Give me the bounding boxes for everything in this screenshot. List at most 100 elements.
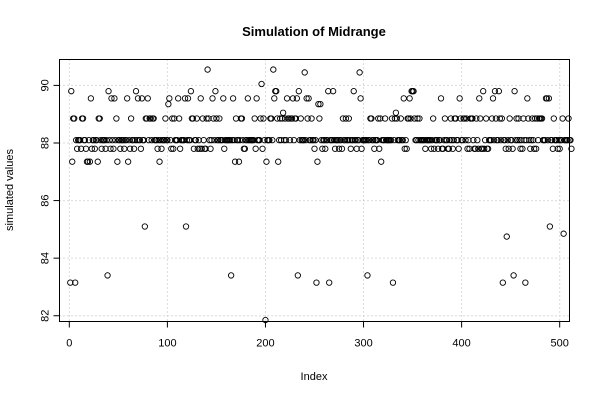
data-point (341, 136, 349, 144)
data-point (415, 136, 422, 144)
data-point (567, 136, 574, 144)
data-point (274, 115, 281, 122)
data-point (464, 145, 471, 152)
data-point (229, 95, 237, 102)
data-point (319, 145, 326, 152)
data-point (106, 136, 113, 144)
data-point (170, 145, 177, 152)
data-point (137, 145, 145, 152)
data-point (266, 136, 273, 144)
data-point (456, 95, 463, 102)
data-point (337, 136, 345, 144)
y-axis-label: simulated values (4, 149, 16, 231)
data-point (294, 272, 301, 279)
data-point (260, 115, 267, 122)
data-point (318, 136, 325, 144)
data-point (278, 115, 286, 122)
data-point (371, 145, 378, 152)
data-point (276, 136, 283, 144)
data-point (190, 145, 198, 152)
data-point (295, 88, 302, 95)
data-point (231, 158, 239, 165)
data-point (198, 145, 205, 152)
data-point (277, 136, 285, 144)
data-point (381, 115, 389, 122)
y-axis: 82 84 86 88 90 (40, 79, 60, 322)
data-point (203, 115, 210, 122)
data-point (484, 145, 492, 152)
data-point (169, 115, 176, 122)
data-point (532, 115, 539, 122)
data-point (138, 95, 146, 102)
data-point (91, 145, 98, 152)
data-point (161, 136, 168, 144)
data-point (517, 145, 524, 152)
data-point (129, 136, 137, 144)
data-point (330, 136, 338, 144)
data-point (414, 115, 421, 122)
data-point (219, 136, 226, 144)
data-point (275, 158, 282, 165)
data-point (476, 95, 483, 102)
data-point (459, 136, 466, 144)
data-point (285, 115, 293, 122)
data-point (67, 279, 74, 286)
data-point (216, 115, 223, 122)
data-point (325, 88, 332, 95)
data-point (338, 145, 346, 152)
data-point (416, 115, 423, 122)
data-point (505, 145, 512, 152)
data-point (104, 272, 111, 279)
data-point (93, 136, 100, 144)
data-point (429, 136, 436, 144)
data-point (313, 279, 320, 286)
data-point (196, 145, 203, 152)
data-point (503, 233, 510, 240)
data-point (405, 115, 412, 122)
data-point (475, 145, 482, 152)
data-point (174, 136, 181, 144)
data-point (393, 115, 401, 122)
data-point (134, 95, 142, 102)
data-point (461, 115, 468, 122)
data-point (526, 136, 533, 144)
data-point (220, 95, 227, 102)
data-point (257, 115, 264, 122)
data-point (531, 145, 538, 152)
data-point (208, 136, 215, 144)
y-tick-label: 90 (40, 79, 52, 91)
data-point (390, 136, 398, 144)
data-point (116, 136, 123, 144)
data-point (316, 115, 323, 122)
data-point (184, 95, 192, 102)
data-point (101, 136, 108, 144)
data-point (402, 136, 409, 144)
data-point (353, 145, 360, 152)
data-point (472, 145, 479, 152)
data-point (98, 145, 105, 152)
data-point (79, 115, 87, 122)
data-point (121, 145, 128, 152)
data-point (446, 136, 453, 144)
data-point (277, 115, 284, 122)
data-point (297, 115, 304, 122)
data-point (506, 115, 513, 122)
data-point (389, 279, 397, 286)
data-point (182, 223, 190, 230)
data-point (534, 136, 542, 144)
data-point (342, 115, 350, 122)
data-point (310, 136, 317, 144)
y-tick-label: 88 (40, 137, 52, 149)
data-point (213, 115, 220, 122)
data-point (94, 158, 101, 165)
data-point (321, 136, 328, 144)
data-point (403, 145, 410, 152)
data-point (302, 136, 309, 144)
data-point (481, 136, 489, 144)
data-point (391, 115, 399, 122)
data-point (205, 115, 212, 122)
data-point (238, 115, 246, 122)
data-point (487, 136, 495, 144)
data-point (283, 95, 291, 102)
data-point (127, 115, 135, 122)
